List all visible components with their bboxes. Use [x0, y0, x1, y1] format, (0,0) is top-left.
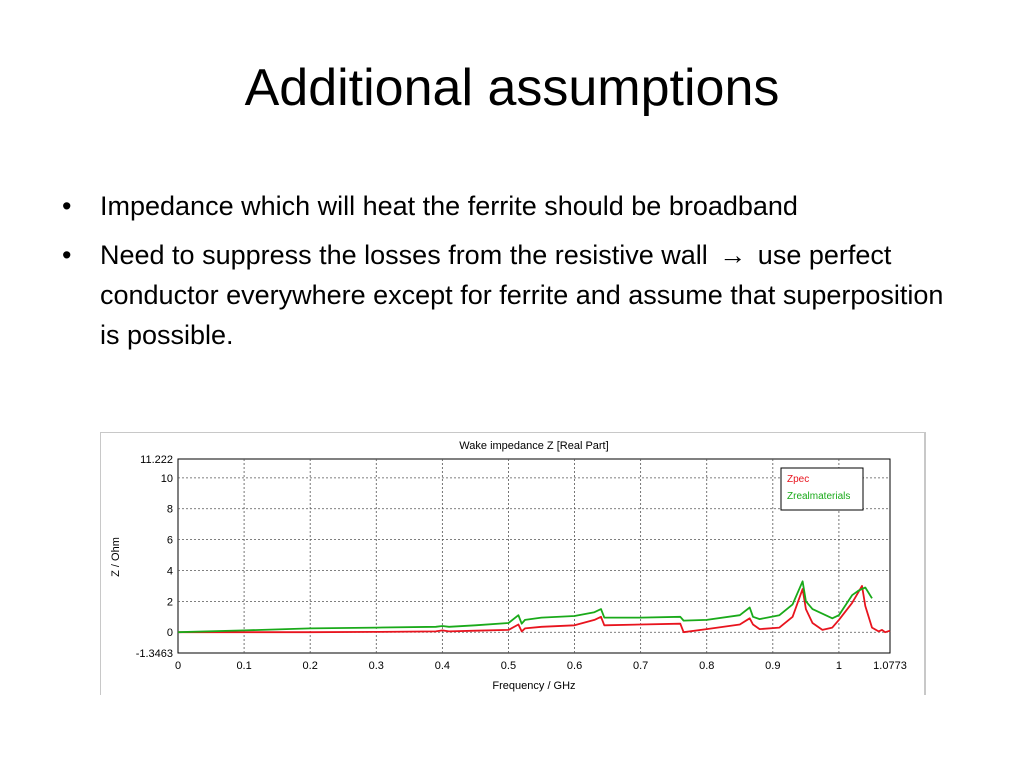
- bullet-dot: •: [62, 240, 72, 270]
- y-tick-label: 6: [167, 535, 173, 547]
- chart-series: [177, 580, 891, 634]
- x-tick-label: 1: [836, 660, 842, 672]
- legend-entry: Zpec: [787, 474, 809, 485]
- chart-ticks: 0 0.1 0.2 0.3 0.4 0.5 0.6 0.7 0.8 0.9 1 1.0773 11.22…: [136, 454, 907, 672]
- y-tick-label: 0: [167, 627, 173, 639]
- x-tick-label: 0.9: [765, 660, 780, 672]
- bullet-list: • Impedance which will heat the ferrite …: [56, 186, 956, 364]
- x-tick-label: 0.8: [699, 660, 714, 672]
- y-tick-label: 10: [161, 473, 173, 485]
- x-tick-label: 0.1: [236, 660, 251, 672]
- plot-frame: [177, 458, 891, 654]
- x-tick-label: 0.3: [369, 660, 384, 672]
- right-arrow-icon: →: [719, 240, 747, 270]
- x-tick-label: 0: [175, 660, 181, 672]
- bullet-text-after: use perfect conductor everywhere except …: [100, 240, 944, 350]
- series-line-zrealmaterials: [177, 580, 873, 634]
- x-tick-label: 0.4: [435, 660, 450, 672]
- y-tick-label: 4: [167, 565, 173, 577]
- x-tick-label: 0.7: [633, 660, 648, 672]
- bullet-item: • Impedance which will heat the ferrite …: [56, 186, 956, 226]
- chart-grid: [177, 458, 891, 654]
- legend-box: [780, 467, 864, 511]
- x-tick-label: 0.2: [303, 660, 318, 672]
- bullet-text: Impedance which will heat the ferrite sh…: [100, 191, 798, 221]
- chart-panel: Wake impedance Z [Real Part] 0 0.1 0.2 0.3 0…: [100, 432, 926, 695]
- x-axis-label: Frequency / GHz: [492, 680, 575, 692]
- bullet-dot: •: [62, 191, 72, 221]
- x-tick-label: 0.5: [501, 660, 516, 672]
- bullet-text-before: Need to suppress the losses from the res…: [100, 240, 708, 270]
- impedance-chart: Wake impedance Z [Real Part] 0 0.1 0.2 0.3 0…: [110, 440, 907, 692]
- y-tick-label: 2: [167, 596, 173, 608]
- chart-legend: Zpec Zrealmaterials: [780, 467, 864, 511]
- x-tick-label: 1.0773: [873, 660, 907, 672]
- chart-title: Wake impedance Z [Real Part]: [459, 440, 608, 452]
- y-tick-label: -1.3463: [136, 648, 173, 660]
- slide-title: Additional assumptions: [244, 59, 780, 117]
- legend-entry: Zrealmaterials: [787, 491, 850, 502]
- series-line-zpec: [178, 584, 891, 634]
- bullet-item: • Need to suppress the losses from the r…: [56, 235, 956, 355]
- x-tick-label: 0.6: [567, 660, 582, 672]
- y-tick-label: 8: [167, 504, 173, 516]
- y-tick-label: 11.222: [140, 454, 173, 466]
- y-axis-label: Z / Ohm: [110, 537, 122, 577]
